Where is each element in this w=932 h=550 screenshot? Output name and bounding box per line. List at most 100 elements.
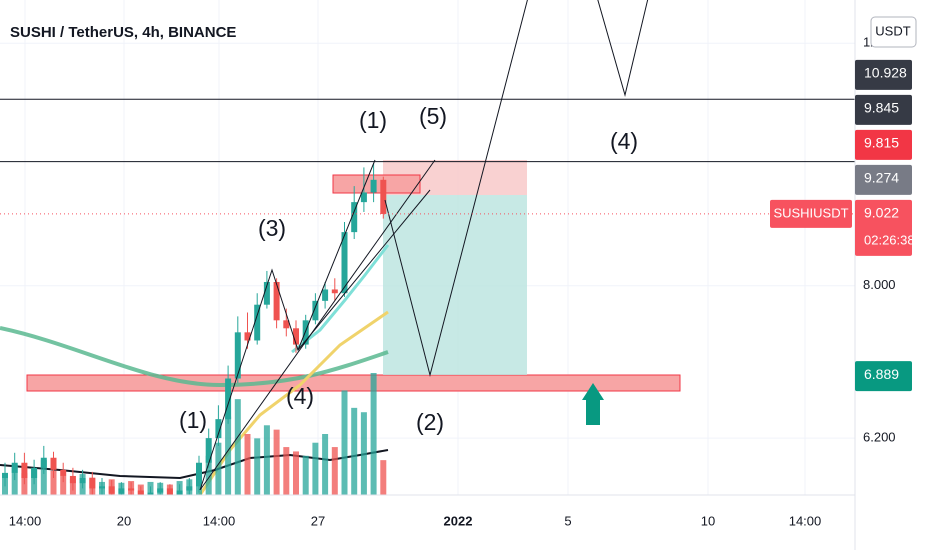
y-tick-label: 6.200 [863,430,896,445]
candle-body [50,457,57,470]
price-tag [855,199,912,256]
candle-body [157,488,164,493]
volume-bar [60,475,67,495]
candle-body [166,488,173,495]
ma-mid [198,310,389,495]
volume-bar [341,390,348,495]
candle-body [331,289,338,294]
candle-body [263,281,270,305]
candle-body [322,289,329,301]
up-arrow [582,383,604,425]
x-tick-label: 27 [311,513,325,528]
price-tag-label: 9.274 [864,170,899,186]
x-tick-label: 20 [117,513,131,528]
price-tag-label: 9.022 [864,205,899,221]
y-tick-label: 8.000 [863,277,896,292]
candle-body [234,332,241,379]
volume-bar [322,434,329,495]
candles [2,163,387,495]
price-tag [855,361,912,392]
candle-body [351,202,358,233]
candle-body [370,179,377,193]
candle-body [69,475,76,484]
ma-slow [0,326,389,388]
currency-button-label: USDT [875,23,910,38]
candle-body [380,179,387,214]
ma-fast [291,244,390,354]
x-tick-label: 14:00 [789,513,822,528]
candle-body [360,192,367,203]
volume-bar [205,455,212,495]
candle-body [79,478,86,484]
candle-body [147,492,154,495]
chart-title: SUSHI / TetherUS, 4h, BINANCE [10,24,236,41]
candle-body [31,467,38,479]
volume-bar [380,460,387,495]
wave-label: (4) [610,128,638,154]
candle-body [11,462,18,473]
x-tick-label: 14:00 [9,513,42,528]
volume-bar [312,442,319,495]
volume-ma [0,449,389,480]
wave-lines [199,0,649,491]
x-tick-label: 5 [564,513,571,528]
support-zone [26,374,681,392]
candle-body [205,438,212,463]
wave-label: (1) [179,407,207,433]
channel-line [297,189,431,351]
volume-bar [283,447,290,495]
volume-bar [360,412,367,495]
candle-body [108,486,115,494]
candle-body [254,304,261,341]
volume-bar [351,407,358,495]
price-tag [855,59,912,90]
x-tick-label: 14:00 [203,513,236,528]
volume-bar [370,373,377,495]
candle-body [40,457,47,468]
candle-body [118,488,125,494]
symbol-tag [770,199,852,228]
candle-body [196,462,202,487]
wave-path [199,159,376,491]
volume-bar [50,470,57,495]
candle-body [293,328,299,345]
candle-body [302,320,309,345]
volume-bar [254,438,261,495]
candle-body [186,486,193,491]
drawings [0,160,681,495]
candle-body [273,281,280,321]
projection-line [597,0,649,97]
overlay: (1) (5) (4) (3) (4) (1) (2) [0,98,855,435]
currency-button[interactable] [870,16,917,48]
x-tick-label: 10 [701,513,715,528]
volume-bar [225,416,232,495]
candle-body [176,490,183,495]
price-tag-label: 9.845 [864,100,899,116]
price-tag [855,94,912,125]
candle-body [137,490,144,495]
risk-zone [383,195,527,375]
candle-body [99,486,105,489]
candle-body [2,472,8,479]
candle-body [21,462,28,479]
volume-bar [40,460,47,495]
volume-bar [331,447,338,495]
x-tick-label: 2022 [444,513,473,528]
wave-label: (1) [359,107,387,133]
wave-label: (5) [419,103,447,129]
price-tag-label: 10.928 [864,65,907,81]
wave-label: (2) [416,409,444,435]
candle-body [283,320,290,329]
candle-body [225,378,232,420]
candle-body [244,332,251,341]
price-tag-label: 6.889 [864,366,899,382]
countdown: 02:26:38 [864,232,915,247]
wave-label: (4) [286,383,314,409]
channel-line [199,159,436,491]
candle-body [341,232,348,294]
symbol-label: SUSHIUSDT [773,205,848,220]
volume-bar [293,451,299,495]
volume-bar [273,429,280,495]
volume-bar [263,425,270,495]
